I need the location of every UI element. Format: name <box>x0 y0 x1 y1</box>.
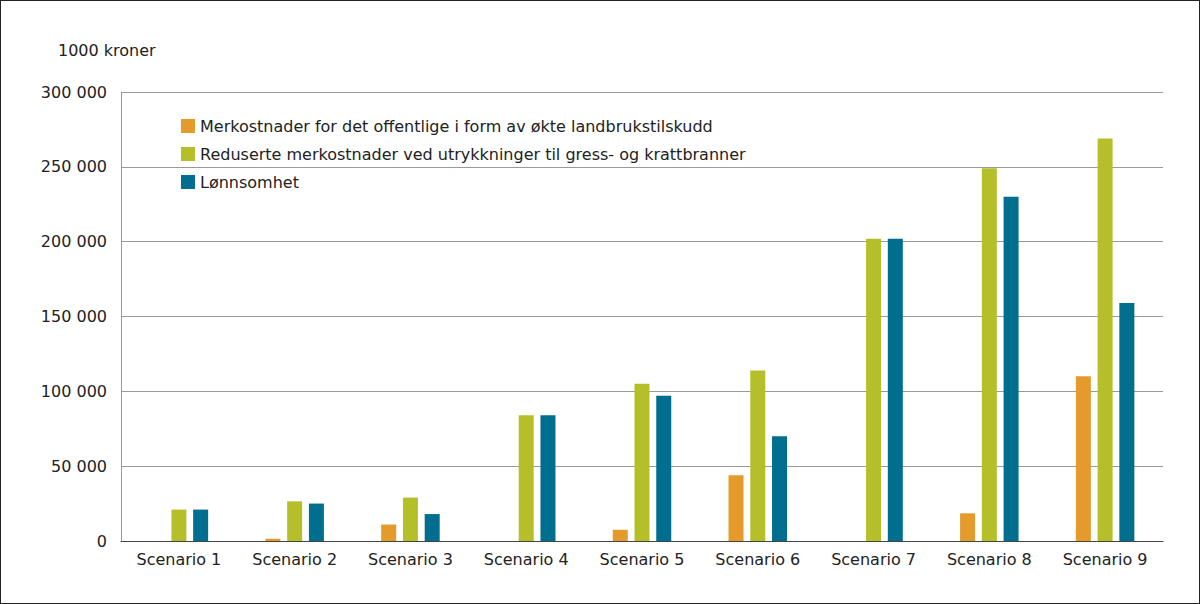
svg-text:Reduserte merkostnader ved utr: Reduserte merkostnader ved utrykkninger … <box>200 145 746 164</box>
svg-text:200 000: 200 000 <box>41 232 107 251</box>
svg-text:150 000: 150 000 <box>41 307 107 326</box>
svg-text:100 000: 100 000 <box>41 382 107 401</box>
svg-text:Scenario 2: Scenario 2 <box>252 550 337 569</box>
svg-text:250 000: 250 000 <box>41 157 107 176</box>
svg-text:Scenario 9: Scenario 9 <box>1063 550 1148 569</box>
svg-text:Scenario 1: Scenario 1 <box>136 550 221 569</box>
svg-text:Scenario 7: Scenario 7 <box>831 550 916 569</box>
svg-text:300 000: 300 000 <box>41 83 107 102</box>
svg-text:Lønnsomhet: Lønnsomhet <box>200 173 299 192</box>
svg-text:1000 kroner: 1000 kroner <box>58 41 156 60</box>
svg-text:Scenario 6: Scenario 6 <box>715 550 800 569</box>
svg-text:Scenario 3: Scenario 3 <box>368 550 453 569</box>
svg-text:Scenario 5: Scenario 5 <box>600 550 685 569</box>
svg-text:50 000: 50 000 <box>51 457 107 476</box>
svg-text:Scenario 4: Scenario 4 <box>484 550 569 569</box>
svg-text:Scenario 8: Scenario 8 <box>947 550 1032 569</box>
svg-text:Merkostnader for det offentlig: Merkostnader for det offentlige i form a… <box>200 117 713 136</box>
svg-text:0: 0 <box>97 532 107 551</box>
